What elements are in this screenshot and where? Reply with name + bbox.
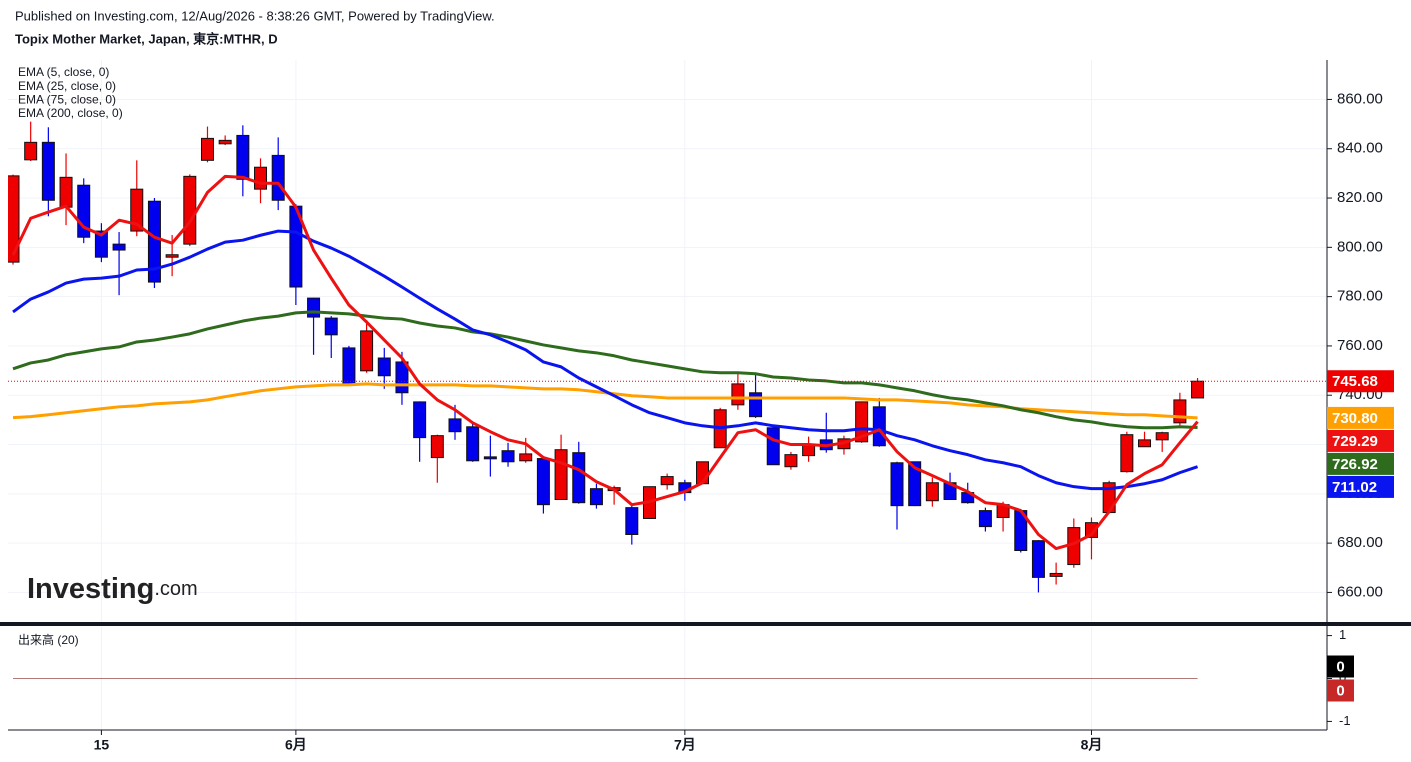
candle-body (200, 137, 214, 161)
legend-entry: EMA (75, close, 0) (18, 92, 116, 106)
candle-body (218, 139, 232, 145)
volume-badge (1327, 679, 1354, 702)
candle-body (501, 450, 515, 463)
last-value-label: 726.92 (1332, 456, 1378, 473)
candle-body (466, 426, 480, 462)
legend-entry: EMA (5, close, 0) (18, 65, 109, 79)
candle-body (731, 383, 745, 406)
candle-body (112, 243, 126, 251)
candle-body (360, 330, 374, 372)
candle-body (872, 406, 886, 447)
candle-body (1173, 399, 1187, 424)
candle-body (749, 392, 763, 418)
candle-body (147, 200, 161, 283)
ema-line (11, 174, 1199, 551)
volume-badge-label: 0 (1336, 658, 1344, 675)
candle-body (589, 488, 603, 506)
candle-body (978, 510, 992, 528)
candle-body (1155, 432, 1169, 441)
x-tick-label: 8月 (1081, 737, 1103, 753)
last-value-badge (1327, 475, 1394, 498)
volume-title: 出来高 (20) (18, 632, 79, 647)
logo-suffix: .com (154, 578, 197, 600)
legend-entry: EMA (25, close, 0) (18, 79, 116, 93)
ema-line (12, 310, 1198, 430)
candle-body (59, 176, 73, 208)
candle-body (519, 453, 533, 462)
candle-body (1031, 540, 1045, 578)
volume-badge (1327, 655, 1354, 678)
legend-entry: EMA (200, close, 0) (18, 106, 123, 120)
last-value-badge (1327, 429, 1394, 452)
candle-body (342, 347, 356, 386)
ema-line (12, 382, 1198, 420)
candle-body (236, 134, 250, 180)
y-tick-label: 840.00 (1337, 140, 1383, 157)
volume-y-tick-label: 1 (1339, 627, 1346, 642)
candle-body (908, 461, 922, 507)
candle-body (183, 175, 197, 245)
candle-body (8, 175, 20, 263)
y-tick-label: 760.00 (1337, 337, 1383, 354)
candle-body (855, 401, 869, 443)
last-value-badge (1327, 406, 1394, 429)
candle-body (24, 141, 38, 161)
last-value-label: 711.02 (1332, 479, 1377, 496)
candle-body (1138, 439, 1152, 448)
candle-body (130, 188, 144, 232)
candle-body (254, 166, 268, 190)
candle-body (307, 297, 321, 318)
last-value-label: 745.68 (1332, 373, 1378, 390)
volume-y-tick-label: -1 (1339, 713, 1351, 728)
candle-body (1049, 572, 1063, 577)
candle-body (625, 507, 639, 535)
candle-body (925, 482, 939, 502)
ema-line (12, 229, 1199, 491)
candle-body (890, 462, 904, 507)
candle-body (572, 452, 586, 504)
x-tick-label: 15 (94, 737, 110, 753)
candle-body (660, 476, 674, 486)
y-tick-label: 680.00 (1337, 534, 1383, 551)
volume-badge-label: 0 (1336, 682, 1344, 699)
candle-body (1191, 380, 1205, 399)
y-tick-label: 860.00 (1337, 90, 1383, 107)
candle-body (41, 141, 55, 201)
y-tick-label: 800.00 (1337, 238, 1383, 255)
candle-body (1120, 434, 1134, 473)
candle-body (165, 254, 179, 258)
candle-body (766, 427, 780, 466)
candle-body (94, 230, 108, 258)
x-tick-label: 7月 (674, 737, 696, 753)
candle-body (784, 454, 798, 468)
candle-body (802, 444, 816, 457)
logo: Investing.com (27, 573, 198, 605)
candle-body (413, 401, 427, 439)
published-note: Published on Investing.com, 12/Aug/2026 … (15, 8, 495, 23)
candle-body (324, 317, 338, 336)
candle-body (483, 456, 497, 460)
candle-body (536, 458, 550, 506)
candle-body (430, 435, 444, 459)
candle-body (377, 357, 391, 377)
last-value-label: 730.80 (1332, 410, 1378, 427)
candle-body (554, 449, 568, 500)
chart-title: Topix Mother Market, Japan, 東京:MTHR, D (15, 31, 278, 46)
last-value-badge (1327, 370, 1394, 393)
candle-body (1084, 522, 1098, 538)
last-value-badge (1327, 452, 1394, 475)
candle-body (448, 418, 462, 433)
x-tick-label: 6月 (285, 737, 307, 753)
candle-body (271, 154, 285, 201)
y-tick-label: 660.00 (1337, 583, 1383, 600)
y-tick-label: 820.00 (1337, 189, 1383, 206)
panel-separator (0, 622, 1411, 626)
y-tick-label: 780.00 (1337, 288, 1383, 305)
logo-main: Investing (27, 573, 154, 605)
last-value-label: 729.29 (1332, 433, 1378, 450)
